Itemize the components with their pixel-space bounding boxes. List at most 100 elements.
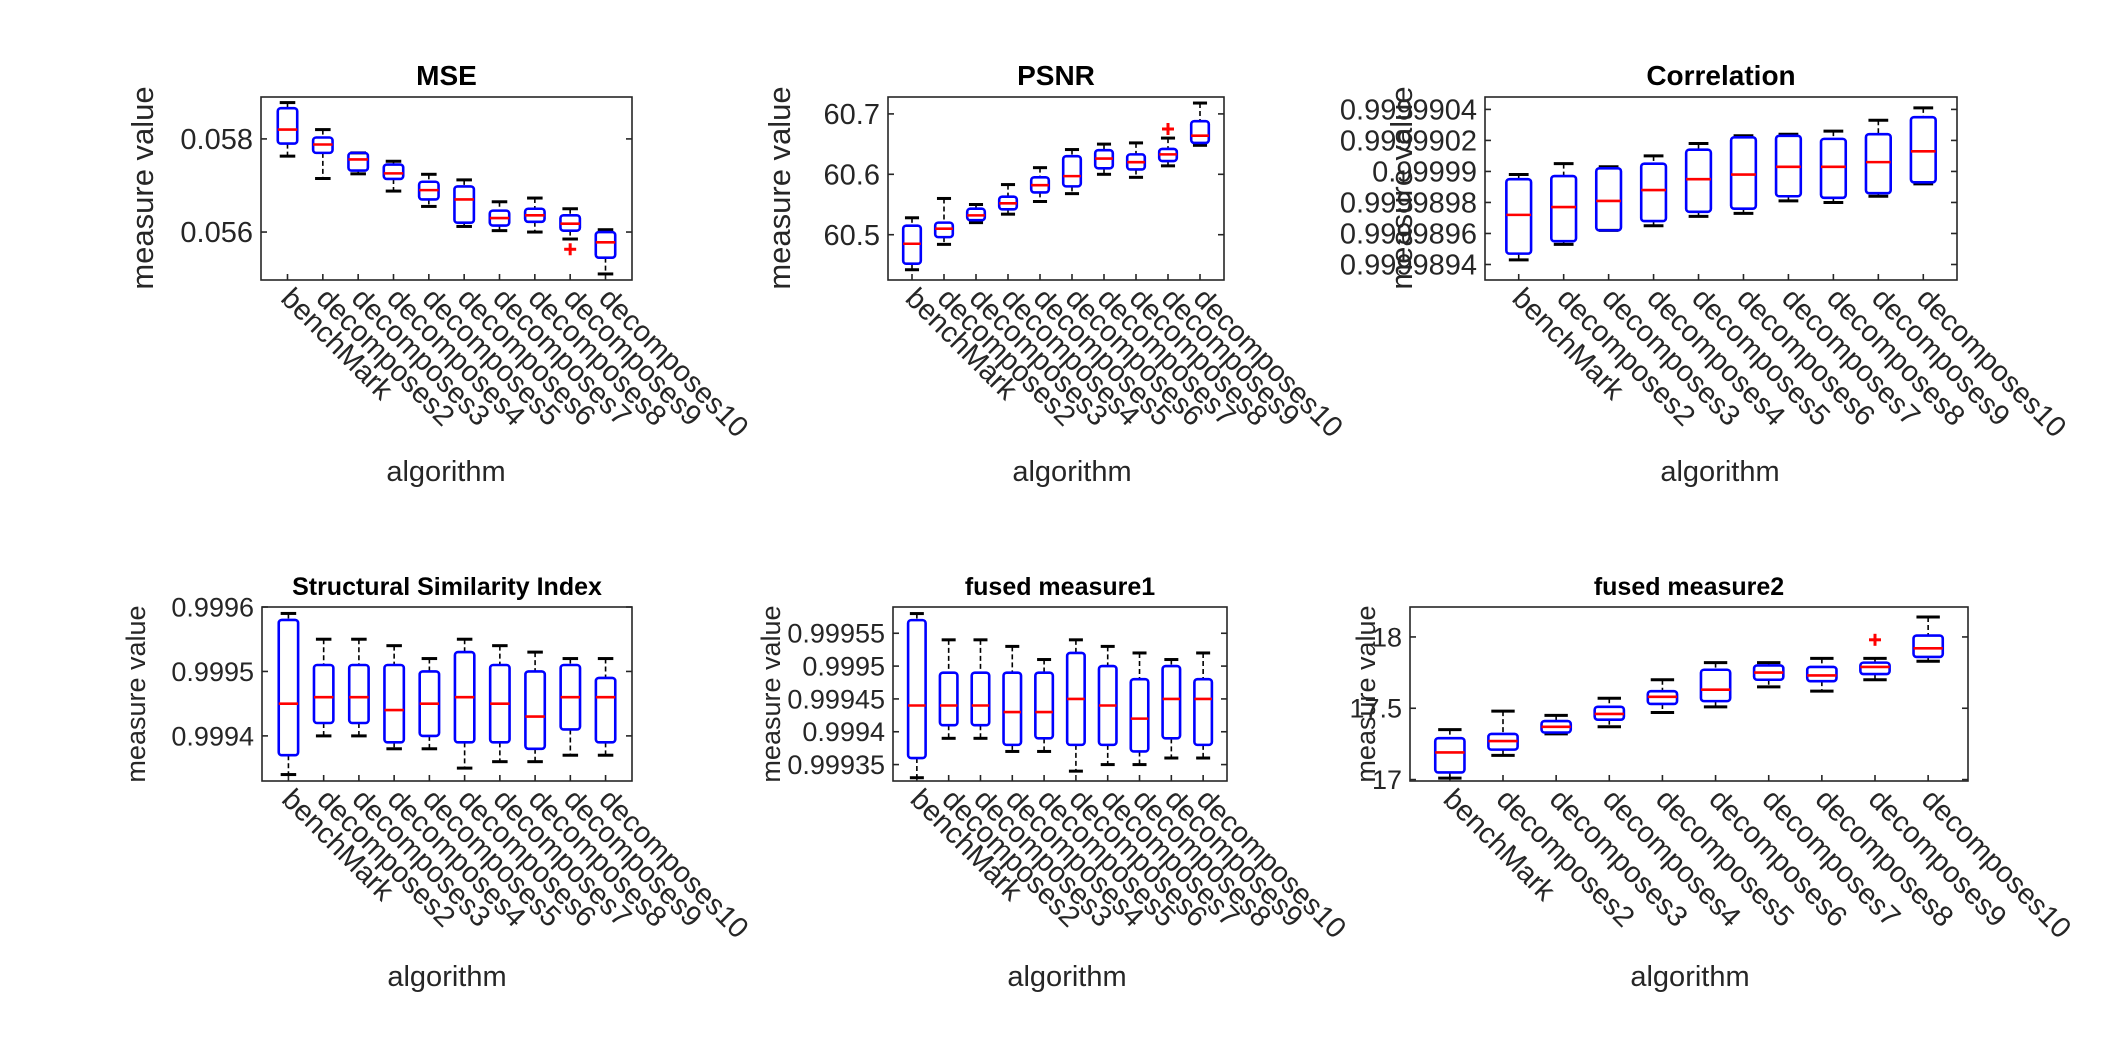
y-tick-label: 60.7 [824,99,880,131]
box-3 [347,151,370,176]
box-iqr [276,106,299,145]
y-axis-label: measure value [762,86,797,289]
box-iqr [312,663,335,725]
box-iqr [1002,671,1023,747]
x-axis-label: algorithm [1012,456,1131,488]
box-10 [594,657,617,757]
box-iqr [906,618,927,760]
axes-frame [260,96,633,281]
box-iqr [1433,736,1466,774]
box-9 [1157,123,1179,168]
y-tick-label: 0.99955 [787,619,885,649]
box-iqr [938,671,959,727]
axes-frame [261,606,633,782]
box-6 [1729,134,1758,215]
box-2 [1550,162,1578,246]
box-4 [1593,696,1626,729]
box-iqr [347,663,370,725]
chart-title: Structural Similarity Index [292,573,602,601]
box-2 [311,128,334,180]
y-tick-label: 0.056 [180,217,253,249]
box-10 [1193,651,1214,760]
box-6 [1699,661,1732,709]
box-3 [965,203,987,225]
box-10 [1912,615,1945,663]
y-tick-label: 0.99999 [1372,157,1477,189]
y-tick-label: 0.9996 [171,592,254,622]
box-iqr [277,618,300,757]
y-tick-label: 60.5 [824,220,880,252]
box-5 [417,172,440,208]
box-iqr [1550,174,1578,243]
chart-title: MSE [416,60,477,91]
x-axis-label: algorithm [1630,961,1749,993]
box-6 [1065,638,1086,773]
y-tick-label: 60.6 [824,159,880,191]
box-3 [1540,713,1573,736]
box-8 [523,196,546,234]
box-7 [488,200,511,233]
y-tick-label: 0.9995 [171,657,254,687]
y-tick-label: 0.9999898 [1340,188,1477,220]
box-2 [1487,709,1519,757]
chart-title: Correlation [1646,60,1795,91]
axes-frame [892,606,1228,782]
box-iqr [1805,665,1838,683]
box-9 [559,657,582,757]
box-iqr [1859,661,1891,676]
y-tick-label: 0.9999902 [1340,126,1477,158]
box-5 [418,657,441,751]
box-10 [1909,106,1937,186]
box-iqr [1864,132,1892,195]
box-7 [1752,661,1785,689]
chart-title: fused measure2 [1594,573,1784,601]
box-8 [524,650,547,764]
box-2 [933,196,955,246]
y-tick-label: 0.9994 [171,721,254,751]
box-iqr [453,185,476,225]
box-9 [1859,633,1891,682]
y-axis-label: measure value [125,86,160,289]
box-iqr [1161,664,1182,740]
y-tick-label: 0.9999894 [1340,250,1477,282]
y-tick-label: 0.9994 [802,717,885,747]
box-1 [906,612,927,780]
box-iqr [1505,177,1533,255]
box-9 [559,207,582,256]
box-1 [1433,728,1466,780]
box-7 [488,644,511,764]
x-axis-label: algorithm [1007,961,1126,993]
box-6 [453,637,476,770]
axes-frame [887,96,1225,281]
y-tick-label: 18 [1372,622,1402,652]
y-tick-label: 0.9999896 [1340,219,1477,251]
box-iqr [1729,136,1758,210]
y-axis-label: measure value [1384,86,1419,289]
box-4 [1002,644,1023,753]
box-5 [1034,658,1055,753]
x-axis-label: algorithm [387,961,506,993]
y-tick-label: 17 [1372,765,1402,795]
box-iqr [383,663,406,744]
box-9 [1161,658,1182,760]
axes-frame [1484,96,1958,281]
x-axis-label: algorithm [386,456,505,488]
box-1 [276,101,299,158]
box-iqr [1129,677,1150,753]
box-4 [382,159,405,193]
y-tick-label: 0.99935 [787,750,885,780]
panel-5: fused measure10.999350.99940.999450.9995… [756,573,1352,993]
box-iqr [1699,668,1732,703]
box-6 [1061,148,1083,196]
box-iqr [1034,671,1055,740]
y-tick-label: 0.9995 [802,652,885,682]
box-2 [938,638,959,740]
box-6 [453,178,476,228]
box-iqr [347,151,370,172]
box-3 [347,637,370,738]
box-iqr [1909,115,1937,184]
box-iqr [594,676,617,744]
box-iqr [1061,154,1083,188]
box-2 [312,637,335,738]
